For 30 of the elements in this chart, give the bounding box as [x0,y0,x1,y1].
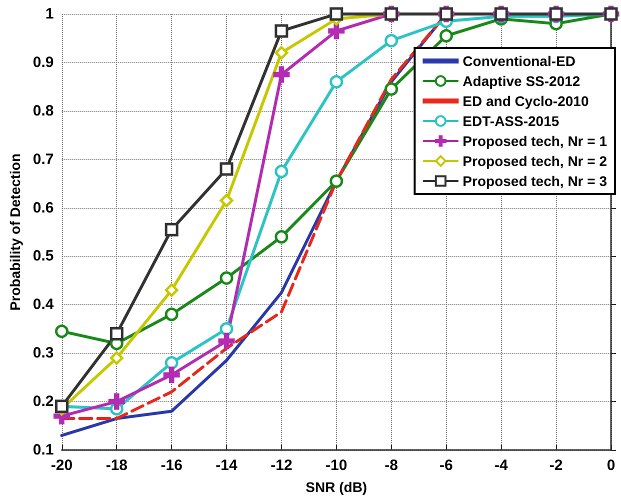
x-tick-label: -20 [50,457,73,474]
legend-label: Conventional-ED [462,53,576,69]
legend-label: EDT-ASS-2015 [462,113,560,129]
x-tick-label: -18 [106,457,128,474]
y-tick-label: 0.9 [32,54,54,71]
legend-label: Adaptive SS-2012 [462,73,580,89]
x-tick-label: -14 [216,457,238,474]
y-tick-label: 0.6 [32,199,54,216]
x-axis-title: SNR (dB) [306,479,368,495]
legend-label: Proposed tech, Nr = 3 [462,173,608,189]
y-tick-label: 0.7 [32,150,54,168]
y-axis-title: Probability of Detection [7,153,23,311]
x-tick-label: -8 [384,457,398,474]
legend-label: Proposed tech, Nr = 1 [462,133,608,149]
x-tick-label: -12 [270,457,292,474]
x-tick-label: -2 [549,457,563,474]
y-tick-label: 0.8 [32,102,54,120]
y-tick-label: 0.4 [32,296,54,314]
x-tick-label: -6 [440,457,453,474]
y-tick-label: 0.5 [32,248,54,265]
legend-label: ED and Cyclo-2010 [462,93,589,109]
x-tick-label: 0 [606,457,616,474]
x-tick-label: -10 [326,457,348,474]
y-tick-label: 0.2 [32,393,54,410]
y-tick-label: 1 [45,6,54,22]
y-tick-label: 0.3 [32,344,54,362]
x-tick-label: -16 [160,457,182,474]
legend-label: Proposed tech, Nr = 2 [462,153,608,169]
x-tick-label: -4 [494,457,508,474]
y-tick-label: 0.1 [32,442,54,458]
